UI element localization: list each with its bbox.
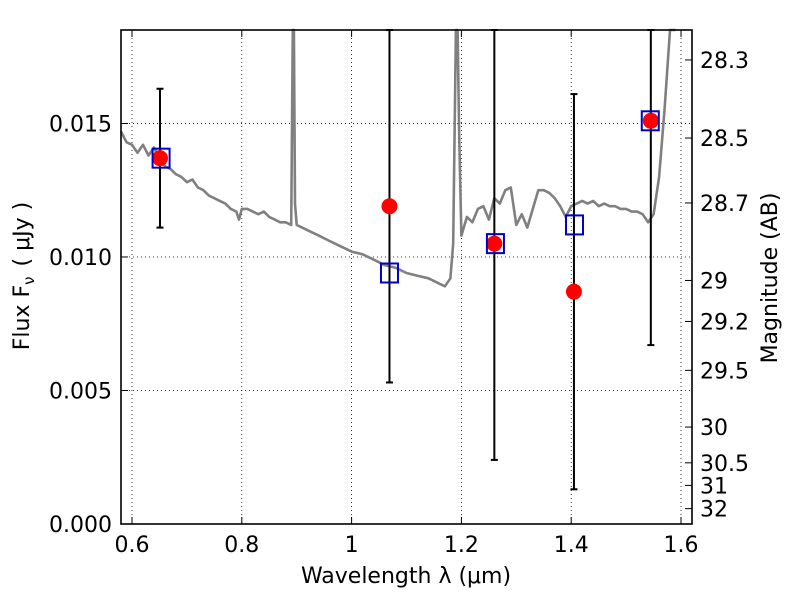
y2-axis-label: Magnitude (AB) xyxy=(758,193,783,364)
y-tick-label: 0.000 xyxy=(49,513,112,538)
y-tick-label: 0.010 xyxy=(49,246,112,271)
synthetic-point xyxy=(565,214,585,236)
x-tick-label: 1.2 xyxy=(444,533,479,558)
axis-ticks xyxy=(121,30,692,525)
x-tick-label: 0.6 xyxy=(114,533,149,558)
plot-frame xyxy=(120,29,693,525)
y-axis-label: Flux Fν ( μJy ) xyxy=(10,202,38,350)
y2-tick-label: 29.2 xyxy=(700,310,749,335)
error-bars xyxy=(156,29,655,491)
y2-tick-label: 31 xyxy=(700,474,728,499)
x-tick-label: 0.8 xyxy=(224,533,259,558)
x-tick-label: 1.6 xyxy=(664,533,699,558)
synthetic-points xyxy=(151,110,660,284)
y2-tick-label: 29.5 xyxy=(700,359,749,384)
model-spectrum xyxy=(119,28,676,288)
observed-point xyxy=(486,235,503,252)
synthetic-point xyxy=(151,147,171,169)
y2-tick-label: 28.7 xyxy=(700,192,749,217)
model-spectrum-line xyxy=(119,28,676,288)
y2-tick-label: 30.5 xyxy=(700,452,749,477)
x-axis-label: Wavelength λ (μm) xyxy=(301,564,511,589)
y2-tick-label: 32 xyxy=(700,498,728,523)
y2-tick-label: 30 xyxy=(700,416,728,441)
synthetic-point xyxy=(485,233,505,255)
observed-point xyxy=(642,112,659,129)
x-tick-labels: 0.6 0.8 1 1.2 1.4 1.6 xyxy=(114,533,698,558)
observed-point xyxy=(565,283,582,300)
y-tick-label: 0.015 xyxy=(49,112,112,137)
y-axis-label-unit: ( μJy ) xyxy=(10,202,35,267)
observed-points xyxy=(151,112,659,300)
observed-point xyxy=(151,150,168,167)
x-tick-label: 1 xyxy=(345,533,359,558)
y-axis-label-main: Flux F xyxy=(10,285,35,350)
grid-lines xyxy=(121,30,692,524)
y2-tick-label: 28.5 xyxy=(700,127,749,152)
y2-tick-label: 29 xyxy=(700,269,728,294)
synthetic-point xyxy=(379,262,399,284)
y-axis-label-subscript: ν xyxy=(20,276,38,284)
x-tick-label: 1.4 xyxy=(554,533,589,558)
synthetic-point xyxy=(640,110,660,132)
observed-point xyxy=(381,198,398,215)
y-tick-label: 0.005 xyxy=(49,379,112,404)
y-tick-labels: 0.000 0.005 0.010 0.015 xyxy=(49,112,112,538)
y2-tick-label: 28.3 xyxy=(700,49,749,74)
